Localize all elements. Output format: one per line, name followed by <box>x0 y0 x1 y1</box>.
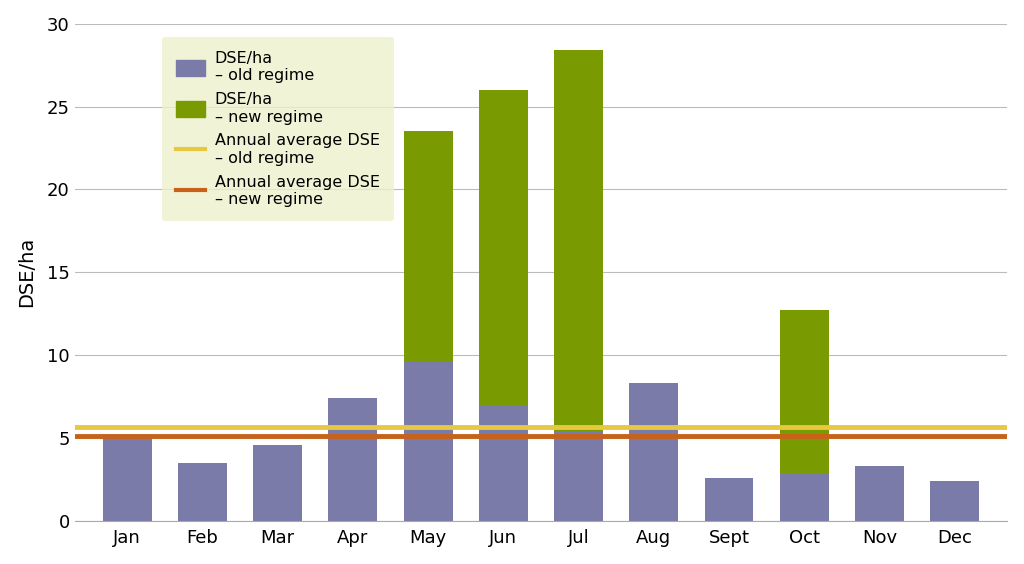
Bar <box>780 473 828 521</box>
Bar <box>403 362 453 521</box>
Bar <box>479 90 527 521</box>
Bar <box>780 310 828 521</box>
Y-axis label: DSE/ha: DSE/ha <box>16 237 36 307</box>
Bar <box>329 398 378 521</box>
Bar <box>855 466 904 521</box>
Bar <box>630 384 678 521</box>
Bar <box>479 405 527 521</box>
Bar <box>178 463 227 521</box>
Bar <box>705 478 754 521</box>
Bar <box>930 481 979 521</box>
Bar <box>554 50 603 521</box>
Bar <box>554 431 603 521</box>
Bar <box>253 445 302 521</box>
Bar <box>403 131 453 521</box>
Bar <box>102 437 152 521</box>
Legend: DSE/ha
– old regime, DSE/ha
– new regime, Annual average DSE
– old regime, Annua: DSE/ha – old regime, DSE/ha – new regime… <box>162 37 394 221</box>
